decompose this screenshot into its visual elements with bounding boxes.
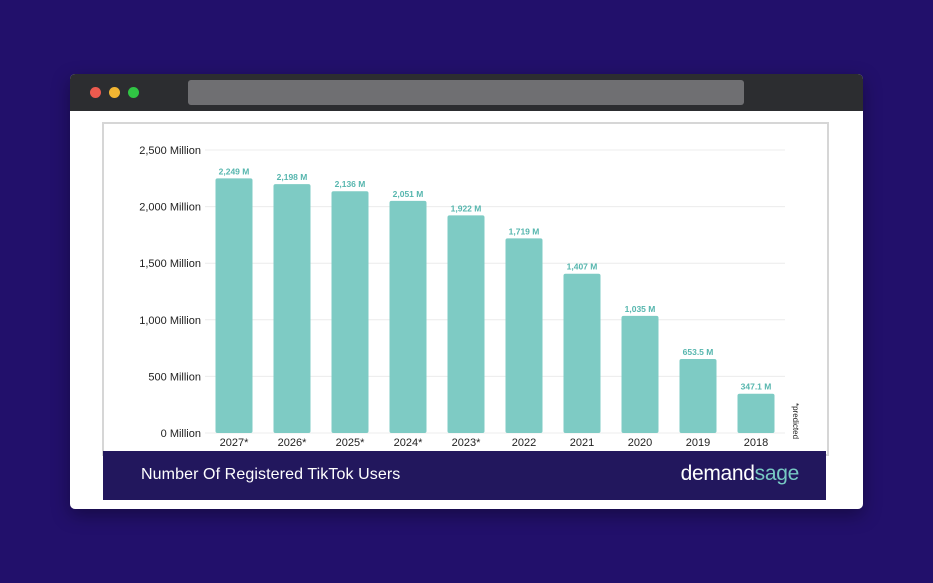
predicted-note: *predicted: [791, 403, 800, 439]
address-bar[interactable]: [188, 80, 744, 105]
minimize-window-icon[interactable]: [109, 87, 120, 98]
chart-frame: 0 Million 500 Million 1,000 Million 1,500 M…: [102, 122, 829, 456]
x-tick-label: 2023*: [452, 437, 481, 449]
brand-logo-part2: sage: [754, 462, 800, 485]
x-tick-label: 2021: [570, 437, 594, 449]
bar-value-label: 2,198 M: [277, 172, 308, 182]
bar-value-label: 1,922 M: [451, 203, 482, 213]
browser-window: 0 Million 500 Million 1,000 Million 1,500 M…: [70, 74, 863, 509]
x-tick-label: 2026*: [278, 437, 307, 449]
bar[interactable]: [331, 191, 369, 433]
bar[interactable]: [737, 393, 775, 433]
y-tick-label: 1,000 Million: [139, 315, 201, 327]
bar-value-label: 1,407 M: [567, 262, 598, 272]
x-tick-label: 2024*: [394, 437, 423, 449]
bar[interactable]: [621, 315, 659, 433]
y-tick-label: 2,500 Million: [139, 145, 201, 157]
bar-value-label: 347.1 M: [741, 382, 772, 392]
x-tick-label: 2019: [686, 437, 710, 449]
y-tick-label: 1,500 Million: [139, 258, 201, 270]
chart-footer: Number Of Registered TikTok Users demand…: [103, 451, 826, 500]
bar-chart: 0 Million 500 Million 1,000 Million 1,500 M…: [139, 145, 800, 449]
bar[interactable]: [447, 215, 485, 433]
chart-title: Number Of Registered TikTok Users: [141, 466, 401, 483]
bar-value-label: 2,136 M: [335, 179, 366, 189]
browser-titlebar: [70, 74, 863, 111]
x-tick-label: 2027*: [220, 437, 249, 449]
brand-logo: demandsage: [680, 462, 800, 486]
bar[interactable]: [505, 238, 543, 433]
bar[interactable]: [215, 178, 253, 433]
y-tick-label: 0 Million: [161, 428, 201, 440]
x-tick-label: 2018: [744, 437, 768, 449]
bar-value-label: 2,249 M: [219, 166, 250, 176]
bar[interactable]: [563, 273, 601, 433]
bar[interactable]: [273, 184, 311, 433]
bar[interactable]: [679, 359, 717, 433]
y-tick-label: 2,000 Million: [139, 202, 201, 214]
bar[interactable]: [389, 200, 427, 433]
maximize-window-icon[interactable]: [128, 87, 139, 98]
bar-value-label: 1,035 M: [625, 304, 656, 314]
x-tick-label: 2025*: [336, 437, 365, 449]
bar-value-label: 1,719 M: [509, 226, 540, 236]
y-tick-label: 500 Million: [148, 371, 201, 383]
x-tick-label: 2020: [628, 437, 652, 449]
bar-value-label: 653.5 M: [683, 347, 714, 357]
brand-logo-part1: demand: [680, 462, 755, 485]
close-window-icon[interactable]: [90, 87, 101, 98]
x-tick-label: 2022: [512, 437, 536, 449]
bar-value-label: 2,051 M: [393, 189, 424, 199]
